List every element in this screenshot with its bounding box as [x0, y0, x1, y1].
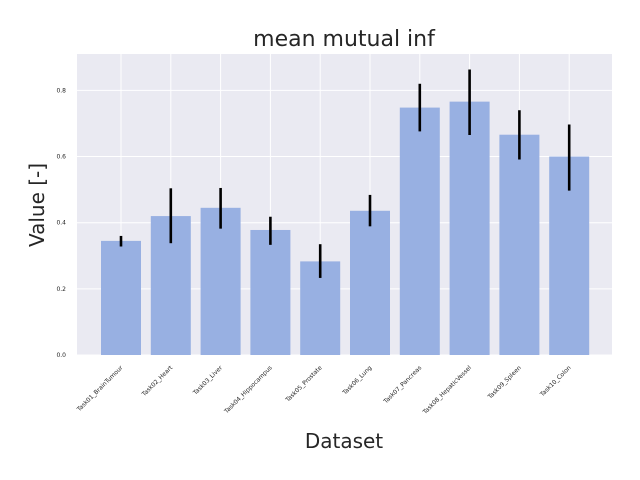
bar-task07_pancreas — [399, 107, 440, 355]
y-tick-label: 0.6 — [56, 154, 66, 161]
y-tick-label: 0.2 — [56, 286, 66, 293]
bar-task04_hippocampus — [250, 229, 291, 355]
x-tick-label: Task06_Lung — [341, 364, 374, 397]
x-tick-label: Task09_Spleen — [486, 364, 523, 401]
bar-task09_spleen — [499, 134, 540, 355]
x-tick-label: Task04_Hippocampus — [222, 364, 273, 415]
x-tick-label: Task03_Liver — [191, 364, 224, 397]
x-tick-label: Task01_BrainTumour — [75, 364, 125, 414]
x-tick-label: Task10_Colon — [538, 364, 572, 398]
x-tick-labels: Task01_BrainTumour Task02_Heart Task03_Liv… — [75, 364, 573, 416]
y-tick-labels: 0.0 0.2 0.4 0.6 0.8 — [56, 87, 66, 359]
x-tick-label: Task02_Heart — [140, 364, 175, 399]
y-tick-label: 0.4 — [56, 220, 66, 227]
x-tick-label: Task05_Prostate — [284, 364, 324, 404]
x-axis-label: Dataset — [305, 429, 383, 453]
x-tick-label: Task08_HepaticVessel — [421, 364, 473, 416]
bar-task03_liver — [200, 207, 241, 355]
x-tick-label: Task07_Pancreas — [382, 364, 423, 405]
bar-task06_lung — [350, 210, 390, 355]
bar-task01_braintumour — [101, 240, 141, 355]
bars — [101, 101, 590, 355]
chart-title: mean mutual inf — [253, 27, 436, 52]
y-axis-label: Value [-] — [25, 163, 49, 247]
error-bars — [119, 69, 571, 278]
bar-task08_hepaticvessel — [449, 101, 490, 355]
y-tick-label: 0.8 — [56, 87, 66, 94]
y-tick-label: 0.0 — [56, 352, 66, 359]
